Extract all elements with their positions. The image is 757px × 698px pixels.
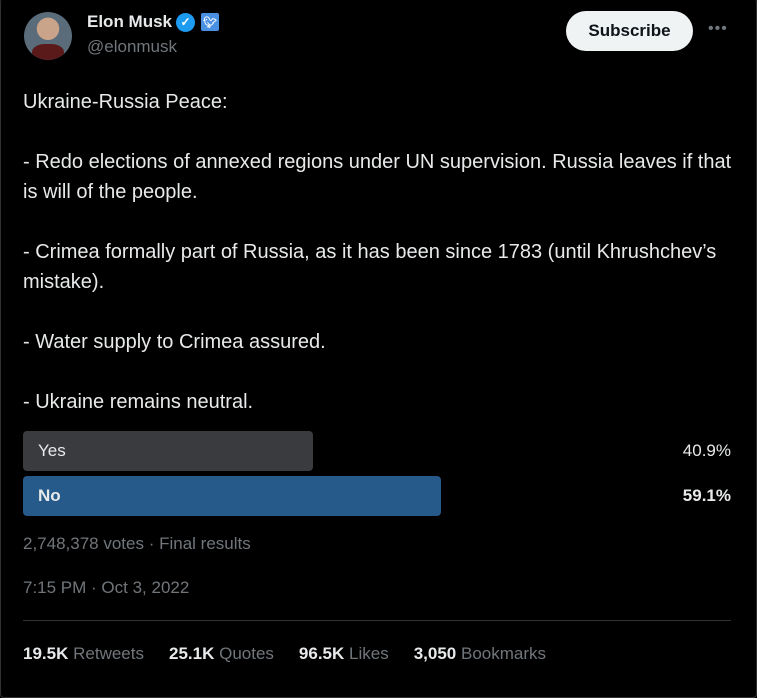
avatar[interactable] <box>24 12 72 60</box>
stat-retweets[interactable]: 19.5K Retweets <box>23 644 144 663</box>
engagement-stats: 19.5K Retweets 25.1K Quotes 96.5K Likes … <box>23 644 546 664</box>
twitter-affiliate-icon: 🐦︎ <box>201 13 220 31</box>
author-name-row[interactable]: Elon Musk ✓ 🐦︎ <box>87 12 220 32</box>
poll-option-label: No <box>38 486 61 505</box>
poll-option-percent: 40.9% <box>682 441 731 460</box>
stat-likes[interactable]: 96.5K Likes <box>298 644 389 663</box>
stat-bookmarks[interactable]: 3,050 Bookmarks <box>413 644 547 663</box>
poll-bar <box>23 431 313 471</box>
author-name[interactable]: Elon Musk <box>87 12 173 31</box>
divider <box>23 620 731 621</box>
poll-option-no: No 59.1% <box>23 476 731 516</box>
verified-badge-icon: ✓ <box>176 12 196 32</box>
tweet-text: Ukraine-Russia Peace: - Redo elections o… <box>23 91 732 413</box>
poll-summary: 2,748,378 votes · Final results <box>23 534 251 553</box>
subscribe-button[interactable]: Subscribe <box>566 11 693 51</box>
stat-quotes[interactable]: 25.1K Quotes <box>168 644 274 663</box>
poll-bar <box>23 476 442 516</box>
poll-option-percent: 59.1% <box>682 486 731 505</box>
more-options-icon[interactable]: ••• <box>708 20 728 37</box>
timestamp[interactable]: 7:15 PM · Oct 3, 2022 <box>23 578 190 597</box>
author-handle[interactable]: @elonmusk <box>87 37 178 56</box>
poll-option-label: Yes <box>38 441 66 460</box>
poll-option-yes: Yes 40.9% <box>23 431 731 471</box>
